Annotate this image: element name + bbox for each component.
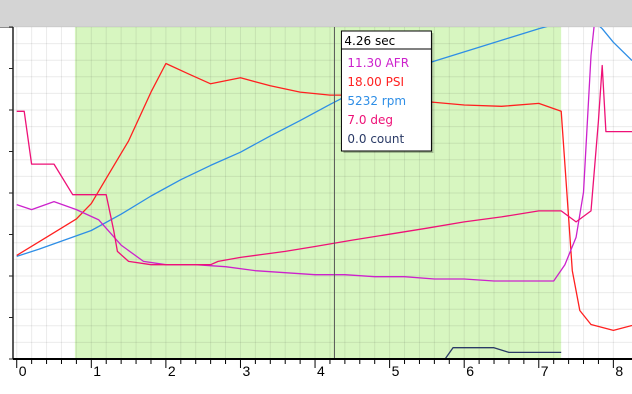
series-line-count bbox=[445, 347, 562, 359]
tooltip-value: 5232 rpm bbox=[347, 94, 406, 108]
tooltip-time: 4.26 sec bbox=[344, 34, 395, 48]
series-line-timing bbox=[16, 64, 632, 266]
tooltip-value: 11.30 AFR bbox=[347, 56, 409, 70]
tooltip-box bbox=[340, 30, 432, 152]
tooltip-value: 18.00 PSI bbox=[347, 75, 404, 89]
x-tick-label: 0 bbox=[19, 363, 27, 379]
tooltip-value: 0.0 count bbox=[347, 132, 404, 146]
x-tick-label: 4 bbox=[317, 363, 325, 379]
tooltip-value: 7.0 deg bbox=[347, 113, 393, 127]
x-tick-label: 5 bbox=[392, 363, 400, 379]
x-tick-label: 6 bbox=[466, 363, 474, 379]
x-tick-label: 2 bbox=[168, 363, 176, 379]
x-tick-label: 3 bbox=[242, 363, 250, 379]
x-tick-label: 7 bbox=[541, 363, 549, 379]
series-line-afr bbox=[16, 27, 595, 282]
series-line-psi bbox=[16, 62, 632, 332]
x-tick-label: 8 bbox=[615, 363, 623, 379]
x-tick-label: 1 bbox=[93, 363, 101, 379]
